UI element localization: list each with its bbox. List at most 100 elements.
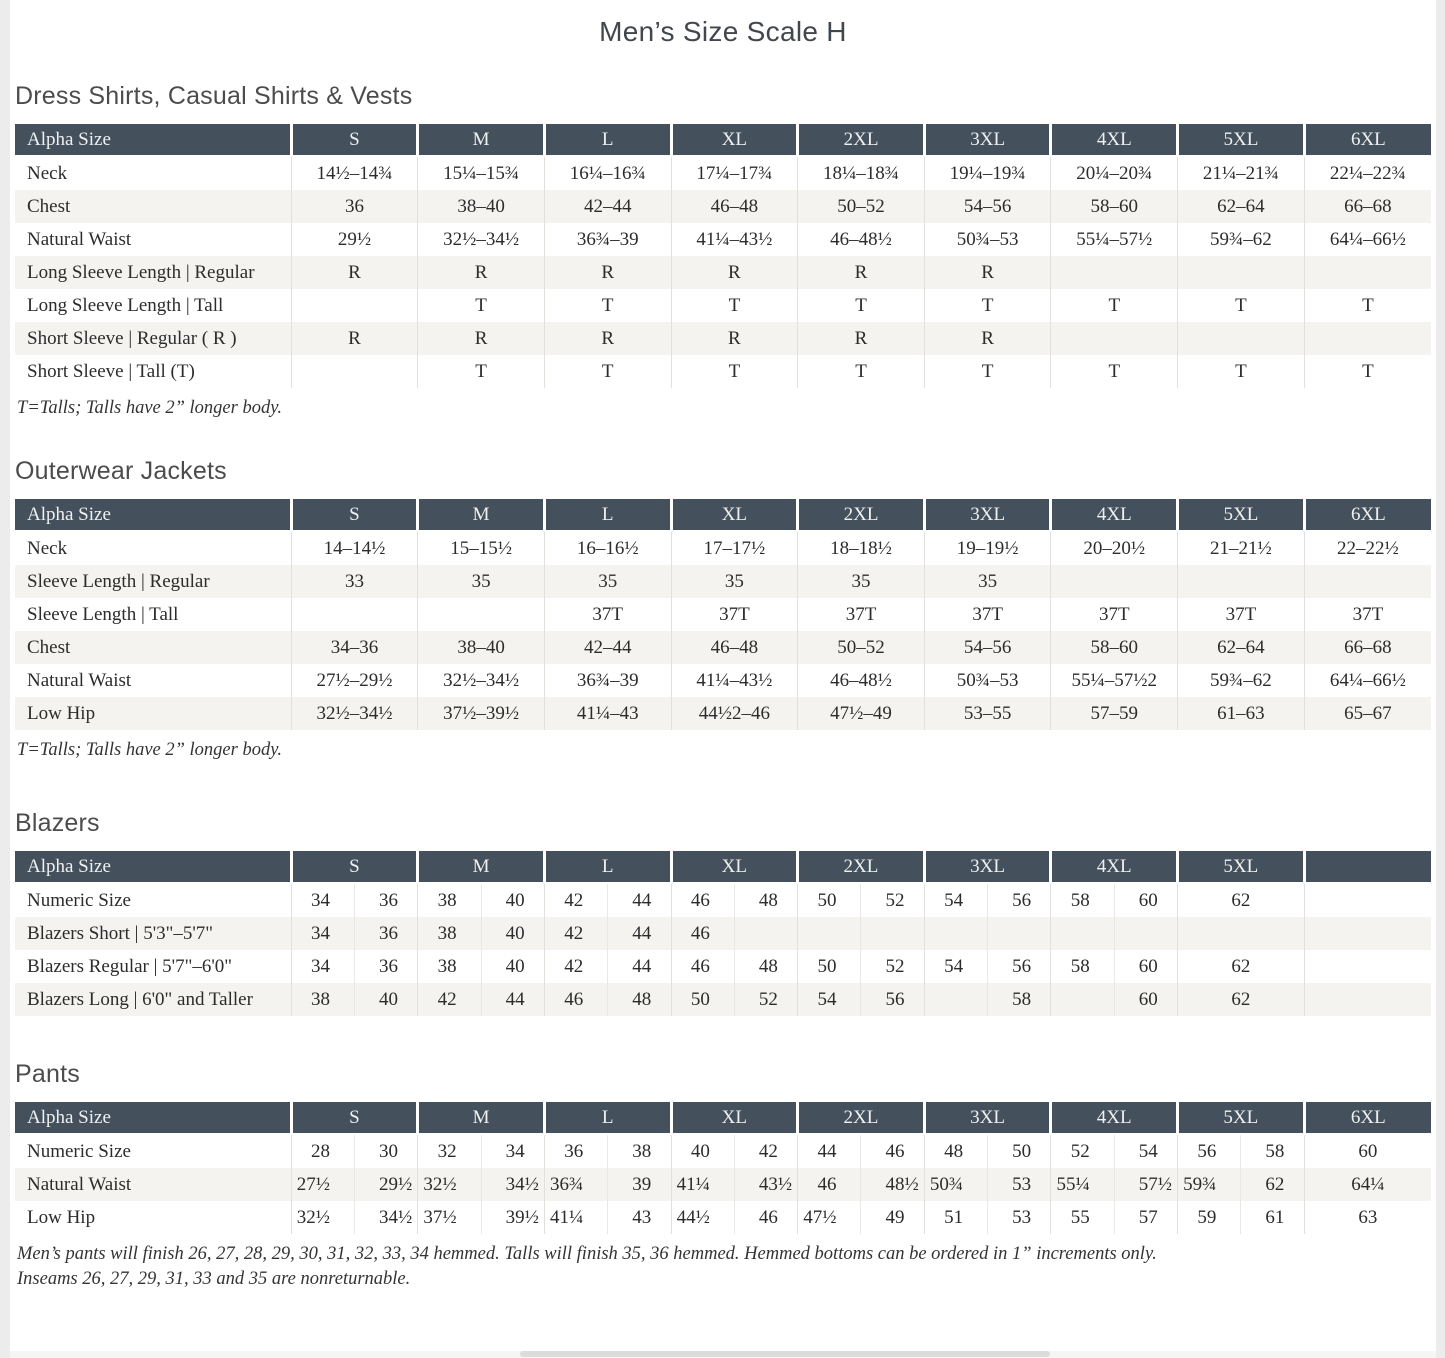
column-header-size: XL [669, 499, 798, 532]
size-value: 52 [1050, 1134, 1115, 1168]
size-value: 62 [1177, 983, 1305, 1016]
size-value: 48 [923, 1134, 988, 1168]
size-value: T [670, 289, 798, 322]
size-value: 14–14½ [290, 531, 418, 565]
column-header-size: 3XL [922, 499, 1051, 532]
size-value: 48 [733, 883, 798, 917]
size-value: 29½ [290, 223, 418, 256]
size-value: 64¼ [1303, 1168, 1431, 1201]
size-value: T [417, 289, 545, 322]
bottom-scrollbar-track [10, 1351, 1436, 1358]
table-row: Neck 14½–14¾ 15¼–15¾ 16¼–16¾ 17¼–17¾ 18¼–18¾ 1… [15, 156, 1431, 190]
size-value: 41¼–43½ [670, 223, 798, 256]
size-value: 37T [670, 598, 798, 631]
size-value: 57–59 [1050, 697, 1178, 730]
row-label: Low Hip [15, 1201, 292, 1234]
column-header-size: L [542, 1102, 672, 1135]
table-row: Blazers Long | 6'0" and Taller 38 40 42 44 46… [15, 983, 1431, 1016]
size-value: 55¼–57½2 [1050, 664, 1178, 697]
size-value: 52 [860, 950, 925, 983]
size-value: 42 [543, 950, 608, 983]
size-value: 61–63 [1177, 697, 1305, 730]
size-value: T [1050, 355, 1178, 388]
size-value: 22¼–22¾ [1303, 156, 1431, 190]
size-value: 43 [607, 1201, 672, 1234]
section-blazers: Blazers Alpha Size S M L XL 2XL 3XL 4XL 5XL Numer… [15, 809, 1431, 1016]
column-header-label: Alpha Size [15, 124, 292, 157]
size-value: 61 [1240, 1201, 1305, 1234]
size-value: T [1177, 355, 1305, 388]
size-value: 46 [670, 917, 735, 950]
size-value: 38 [417, 917, 482, 950]
size-value: R [290, 256, 418, 289]
size-value: R [670, 322, 798, 355]
size-value [1113, 917, 1178, 950]
size-value: 34 [290, 917, 355, 950]
size-value: 55¼–57½ [1050, 223, 1178, 256]
column-header-size: 2XL [796, 124, 925, 157]
horizontal-scrollbar-thumb[interactable] [520, 1351, 1050, 1357]
size-value: 65–67 [1303, 697, 1431, 730]
size-value: 57½ [1113, 1168, 1178, 1201]
size-value: 60 [1303, 1134, 1431, 1168]
size-value: 46 [797, 1168, 861, 1201]
size-value: 58 [987, 983, 1051, 1016]
size-value: 37T [797, 598, 925, 631]
size-value: 41¼–43 [543, 697, 672, 730]
column-header-size: XL [669, 124, 798, 157]
table-row: Numeric Size 28 30 32 34 36 38 40 42 44 46 48 50 52 54… [15, 1134, 1431, 1168]
size-value: 14½–14¾ [290, 156, 418, 190]
outerwear-size-table: Alpha Size S M L XL 2XL 3XL 4XL 5XL 6XL Neck 14–14½… [15, 499, 1431, 730]
size-value: 36 [353, 917, 418, 950]
size-value: T [797, 355, 925, 388]
size-value: 58 [1050, 883, 1115, 917]
size-value: 32½ [417, 1168, 482, 1201]
size-value: 50 [797, 950, 861, 983]
dress-shirts-footnote: T=Talls; Talls have 2” longer body. [17, 398, 283, 418]
size-value: 40 [480, 883, 545, 917]
table-row: Blazers Short | 5'3"–5'7" 34 36 38 40 42 44 46 [15, 917, 1431, 950]
size-value [1303, 950, 1431, 983]
size-value: 42 [543, 883, 608, 917]
size-value: 59¾ [1177, 1168, 1241, 1201]
size-value [860, 917, 925, 950]
table-row: Chest 34–36 38–40 42–44 46–48 50–52 54–56 58–60… [15, 631, 1431, 664]
size-value: 17–17½ [670, 531, 798, 565]
size-value: 54 [1113, 1134, 1178, 1168]
size-value [923, 917, 988, 950]
column-header-size: 6XL [1302, 1102, 1431, 1135]
size-value: 42–44 [543, 190, 672, 223]
size-value: R [543, 256, 672, 289]
row-label: Sleeve Length | Regular [15, 565, 292, 598]
size-value: 52 [860, 883, 925, 917]
size-value: 29½ [353, 1168, 418, 1201]
header-row: Alpha Size S M L XL 2XL 3XL 4XL 5XL 6XL [15, 1102, 1431, 1135]
size-value: 54–56 [923, 631, 1051, 664]
size-value: 36 [543, 1134, 608, 1168]
size-value: T [1303, 355, 1431, 388]
size-value: 30 [353, 1134, 418, 1168]
size-value: 40 [353, 983, 418, 1016]
size-value: 47½ [797, 1201, 861, 1234]
size-value: 35 [543, 565, 672, 598]
pants-footnote-line1: Men’s pants will finish 26, 27, 28, 29, … [17, 1244, 1157, 1264]
column-header-size: 2XL [796, 499, 925, 532]
size-value: 56 [860, 983, 925, 1016]
size-value: 56 [987, 950, 1051, 983]
size-value: 46 [670, 950, 735, 983]
size-value: 37T [923, 598, 1051, 631]
size-value: 20–20½ [1050, 531, 1178, 565]
size-value: 36¾ [543, 1168, 608, 1201]
size-value: 46 [670, 883, 735, 917]
size-value: 62 [1177, 883, 1305, 917]
size-value: 40 [480, 917, 545, 950]
column-header-size: 4XL [1049, 124, 1178, 157]
size-value: 63 [1303, 1201, 1431, 1234]
row-label: Blazers Long | 6'0" and Taller [15, 983, 292, 1016]
size-value [1050, 322, 1178, 355]
row-label: Natural Waist [15, 1168, 292, 1201]
column-header-size: 3XL [922, 1102, 1051, 1135]
size-value: 53 [987, 1168, 1051, 1201]
table-row: Short Sleeve | Regular ( R ) R R R R R R [15, 322, 1431, 355]
size-value [417, 598, 545, 631]
